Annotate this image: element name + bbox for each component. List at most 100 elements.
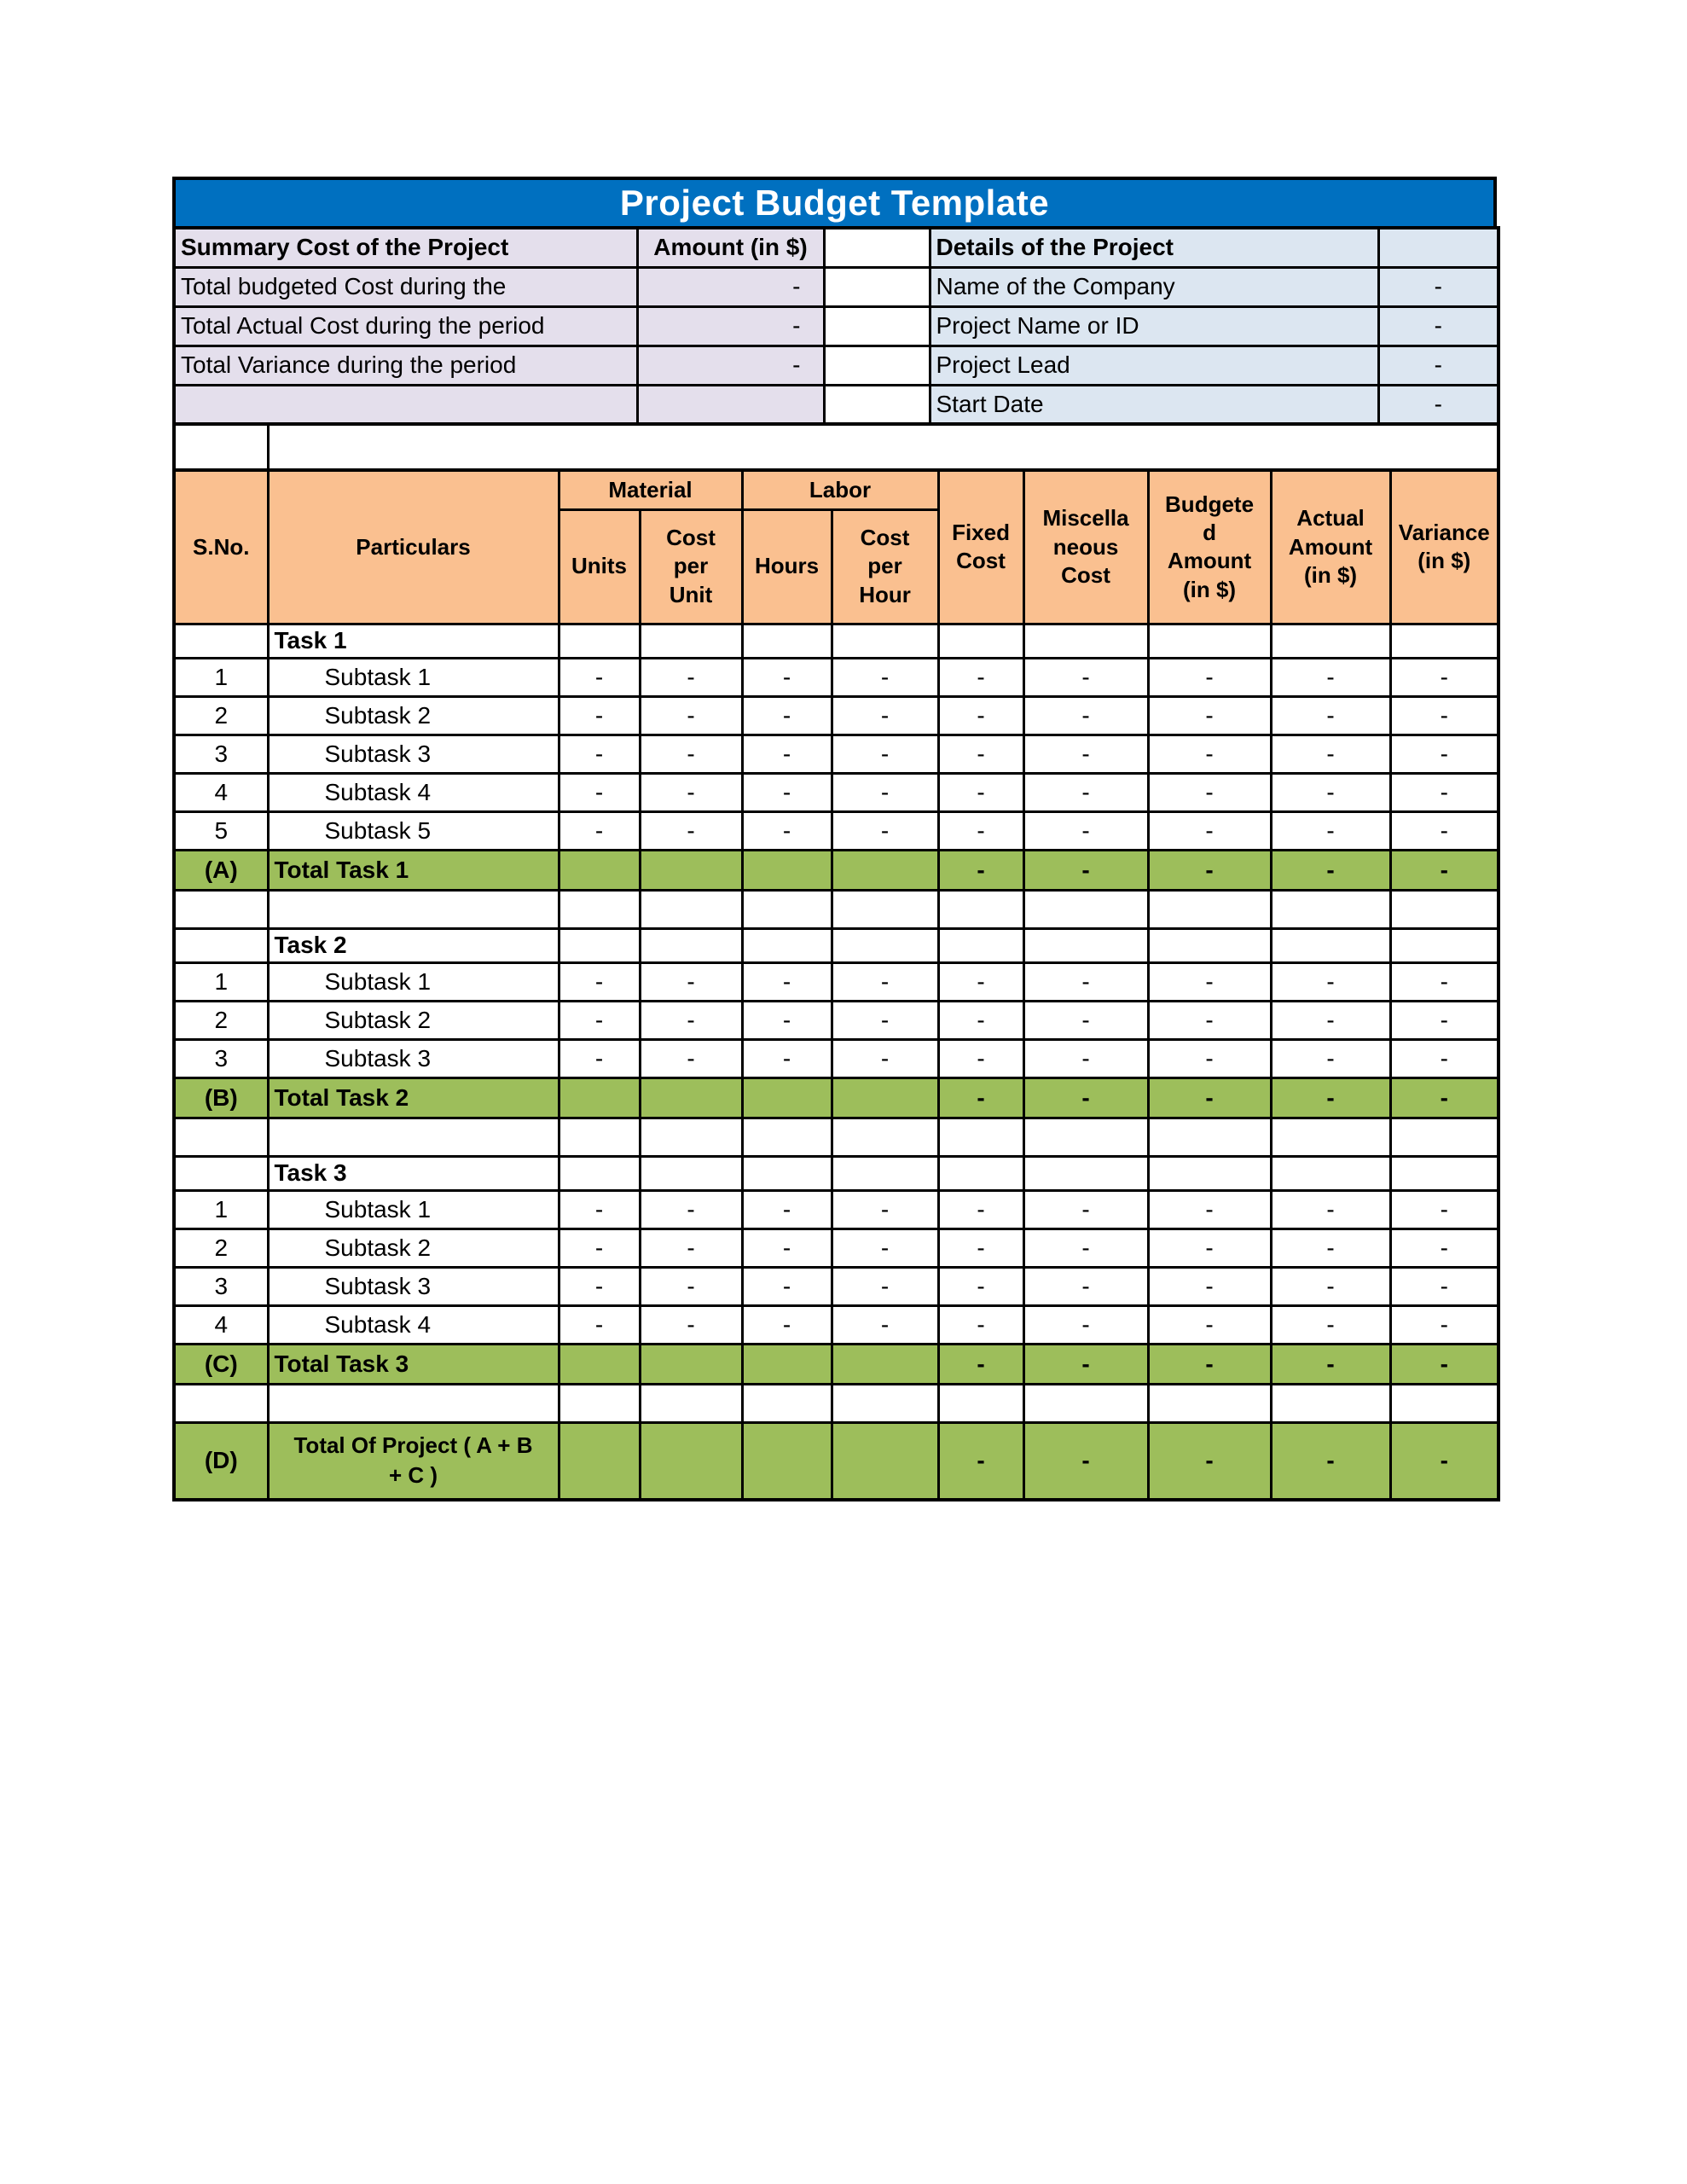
summary-label: Total Actual Cost during the period	[172, 305, 639, 347]
summary-label: Total Variance during the period	[172, 344, 639, 386]
cell-actual-amount: -	[1269, 694, 1392, 736]
cell-cost-per-hour: -	[830, 733, 940, 775]
cell-budgeted-amount	[1146, 888, 1272, 930]
header-sub-row: Units Cost per Unit Hours Cost per Hour	[174, 508, 1499, 625]
sno-cell: 2	[172, 999, 270, 1041]
cell-fixed-cost: -	[936, 1304, 1025, 1345]
cell-cost-per-unit: -	[638, 1304, 744, 1345]
cell-units: -	[557, 999, 641, 1041]
cell-cost-per-unit	[638, 622, 744, 659]
col-header-cost-per-hour: Cost per Hour	[830, 508, 940, 625]
cell-budgeted-amount	[1146, 622, 1272, 659]
task-total-row: (B) Total Task 2-----	[172, 1076, 1500, 1119]
details-header-value	[1377, 226, 1500, 269]
subtask-label-cell: Subtask 3	[266, 1265, 560, 1307]
cell-variance: -	[1388, 1076, 1500, 1119]
cell-variance: -	[1388, 656, 1500, 698]
task-total-row: (C) Total Task 3-----	[172, 1342, 1500, 1385]
cell-hours: -	[740, 656, 833, 698]
cell-actual-amount: -	[1269, 810, 1392, 851]
subtask-label-cell: Subtask 2	[266, 694, 560, 736]
cell-fixed-cost: -	[936, 1076, 1025, 1119]
col-header-actual-amount: Actual Amount (in $)	[1269, 468, 1392, 625]
cell-units: -	[557, 1304, 641, 1345]
cell-miscellaneous-cost: -	[1022, 733, 1150, 775]
sno-cell	[172, 926, 270, 964]
cell-miscellaneous-cost: -	[1022, 1342, 1150, 1385]
total-label-cell: Total Task 1	[266, 848, 560, 892]
cell-hours	[740, 888, 833, 930]
details-value: -	[1377, 344, 1500, 386]
subtask-row: 3 Subtask 3---------	[172, 733, 1500, 775]
cell-budgeted-amount: -	[1146, 848, 1272, 892]
cell-hours	[740, 1382, 833, 1424]
cell-hours: -	[740, 1227, 833, 1269]
cell-cost-per-unit	[638, 926, 744, 964]
cell-units: -	[557, 1227, 641, 1269]
cell-miscellaneous-cost: -	[1022, 1265, 1150, 1307]
cell-cost-per-hour: -	[830, 1037, 940, 1079]
cell-actual-amount: -	[1269, 1342, 1392, 1385]
cell-units: -	[557, 1188, 641, 1230]
sno-cell: 5	[172, 810, 270, 851]
cell-miscellaneous-cost: -	[1022, 1037, 1150, 1079]
cell-budgeted-amount: -	[1146, 733, 1272, 775]
cell-units	[557, 1420, 641, 1502]
cell-actual-amount: -	[1269, 733, 1392, 775]
cell-cost-per-unit	[638, 1116, 744, 1158]
cell-units: -	[557, 810, 641, 851]
cell-budgeted-amount: -	[1146, 1188, 1272, 1230]
cell-cost-per-hour	[830, 1420, 940, 1502]
cell-fixed-cost	[936, 1116, 1025, 1158]
cell-units	[557, 1154, 641, 1192]
col-group-material: Material	[557, 468, 744, 511]
cell-cost-per-hour	[830, 1116, 940, 1158]
sno-cell	[172, 1382, 270, 1424]
cell-units: -	[557, 733, 641, 775]
details-value: -	[1377, 265, 1500, 308]
cell-budgeted-amount	[1146, 926, 1272, 964]
cell-variance	[1388, 1116, 1500, 1158]
summary-details-table: Summary Cost of the Project Amount (in $…	[172, 226, 1500, 426]
subtask-row: 3 Subtask 3---------	[172, 1265, 1500, 1307]
cell-miscellaneous-cost: -	[1022, 999, 1150, 1041]
cell-miscellaneous-cost	[1022, 926, 1150, 964]
cell-budgeted-amount	[1146, 1116, 1272, 1158]
cell-fixed-cost: -	[936, 810, 1025, 851]
cell-budgeted-amount: -	[1146, 1420, 1272, 1502]
task-label-row: Task 3	[172, 1154, 1500, 1192]
gap-cell	[822, 344, 931, 386]
details-label: Start Date	[928, 383, 1380, 426]
cell-cost-per-hour: -	[830, 961, 940, 1002]
cell-units	[557, 1116, 641, 1158]
cell-variance: -	[1388, 961, 1500, 1002]
cell-hours	[740, 1420, 833, 1502]
cell-variance: -	[1388, 1342, 1500, 1385]
cell-miscellaneous-cost: -	[1022, 1076, 1150, 1119]
cell-units	[557, 1076, 641, 1119]
cell-variance: -	[1388, 1420, 1500, 1502]
sno-cell: 1	[172, 1188, 270, 1230]
sno-cell: (A)	[172, 848, 270, 892]
subtask-label-cell: Subtask 2	[266, 1227, 560, 1269]
cell-variance: -	[1388, 1227, 1500, 1269]
cell-actual-amount: -	[1269, 1076, 1392, 1119]
subtask-row: 1 Subtask 1---------	[172, 656, 1500, 698]
cell-miscellaneous-cost: -	[1022, 1227, 1150, 1269]
subtask-label-cell: Subtask 1	[266, 961, 560, 1002]
subtask-label-cell: Subtask 2	[266, 999, 560, 1041]
cell-fixed-cost: -	[936, 1037, 1025, 1079]
sno-cell: 3	[172, 1265, 270, 1307]
sno-cell: 2	[172, 694, 270, 736]
gap-cell	[822, 383, 931, 426]
subtask-label-cell: Subtask 4	[266, 1304, 560, 1345]
cell-budgeted-amount: -	[1146, 1265, 1272, 1307]
cell-actual-amount	[1269, 1382, 1392, 1424]
cell-fixed-cost: -	[936, 1265, 1025, 1307]
cell-cost-per-hour: -	[830, 1188, 940, 1230]
cell-hours: -	[740, 961, 833, 1002]
details-value: -	[1377, 383, 1500, 426]
sno-cell: (D)	[172, 1420, 270, 1502]
cell-cost-per-unit: -	[638, 771, 744, 813]
